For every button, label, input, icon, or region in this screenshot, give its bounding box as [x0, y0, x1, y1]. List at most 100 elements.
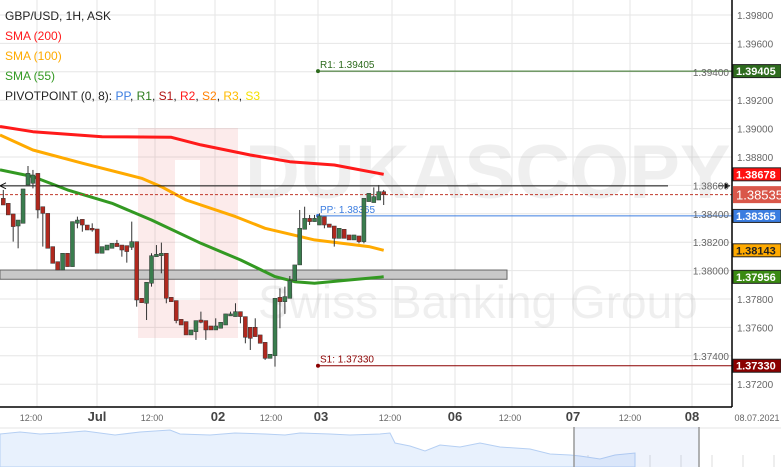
pivot-legend-pp: PP — [115, 89, 130, 103]
candle[interactable] — [252, 318, 258, 337]
candle[interactable] — [228, 311, 233, 317]
candle[interactable] — [351, 234, 357, 241]
candle[interactable] — [164, 253, 169, 304]
candle[interactable] — [139, 298, 144, 303]
candle[interactable] — [292, 264, 298, 281]
candle[interactable] — [238, 311, 243, 324]
candle[interactable] — [25, 165, 31, 186]
candle[interactable] — [99, 246, 105, 254]
candle[interactable] — [322, 216, 327, 229]
legend-sma-55[interactable]: SMA (55) — [5, 69, 56, 83]
candle[interactable] — [203, 320, 209, 340]
candle[interactable] — [208, 325, 214, 331]
scroller-selection[interactable] — [574, 427, 699, 467]
candle[interactable] — [65, 253, 70, 267]
candle[interactable] — [154, 245, 159, 257]
candle[interactable] — [15, 219, 21, 249]
candle[interactable] — [134, 241, 139, 307]
candle-body-up — [188, 329, 194, 336]
legend-pivotpoint[interactable]: PIVOTPOINT (0, 8): PP, R1, S1, R2, S2, R… — [5, 86, 260, 106]
candle[interactable] — [297, 209, 302, 266]
legend-sma-200[interactable]: SMA (200) — [5, 29, 62, 43]
candle[interactable] — [149, 253, 154, 287]
candle[interactable] — [5, 203, 11, 216]
candle-body-down — [322, 216, 327, 226]
candle[interactable] — [20, 188, 26, 224]
candle[interactable] — [248, 327, 253, 350]
candle[interactable] — [55, 261, 60, 271]
candle[interactable] — [356, 235, 362, 244]
candle[interactable] — [193, 320, 199, 340]
price-chart[interactable]: DUKASCOPY Swiss Banking Group R1: 1.39405 P… — [0, 0, 781, 427]
candle[interactable] — [257, 334, 263, 344]
candle[interactable] — [129, 221, 134, 251]
candle[interactable] — [114, 239, 120, 247]
candle[interactable] — [277, 288, 283, 329]
candle[interactable] — [188, 329, 194, 336]
candle[interactable] — [1, 189, 6, 206]
candle[interactable] — [109, 243, 115, 249]
candle-body-down — [327, 223, 332, 228]
candle[interactable] — [173, 300, 179, 324]
candle[interactable] — [75, 216, 80, 229]
candle[interactable] — [312, 214, 317, 222]
candle[interactable] — [381, 189, 386, 205]
candle[interactable] — [302, 206, 307, 230]
x-tick-label: 06 — [448, 409, 462, 424]
candle[interactable] — [10, 213, 16, 242]
candle[interactable] — [233, 303, 238, 317]
navigator-scroller[interactable] — [0, 427, 781, 467]
candle[interactable] — [85, 224, 90, 231]
candle[interactable] — [341, 229, 347, 239]
candle[interactable] — [282, 286, 288, 314]
candle[interactable] — [243, 316, 248, 344]
candle[interactable] — [104, 244, 110, 251]
candle-body-down — [243, 316, 248, 338]
candle[interactable] — [262, 342, 268, 360]
candle[interactable] — [70, 221, 75, 267]
candle[interactable] — [178, 319, 184, 326]
candle[interactable] — [287, 275, 293, 299]
candle[interactable] — [159, 242, 164, 274]
candle[interactable] — [119, 244, 125, 257]
candle[interactable] — [327, 223, 332, 228]
candle[interactable] — [366, 193, 372, 202]
candle[interactable] — [346, 234, 352, 241]
candle[interactable] — [213, 318, 218, 331]
candle[interactable] — [40, 206, 46, 247]
candle[interactable] — [60, 253, 65, 271]
candle[interactable] — [307, 214, 312, 226]
candle[interactable] — [35, 173, 41, 219]
candle[interactable] — [223, 313, 228, 326]
candle[interactable] — [332, 225, 337, 247]
price-marker-label: 1.38535 — [736, 188, 781, 203]
legend-sma-100[interactable]: SMA (100) — [5, 49, 62, 63]
candle[interactable] — [80, 219, 85, 232]
candle[interactable] — [183, 321, 189, 336]
candle[interactable] — [371, 187, 377, 203]
chart-title: GBP/USD, 1H, ASK — [5, 9, 112, 23]
candle[interactable] — [45, 213, 51, 249]
candle[interactable] — [50, 246, 55, 264]
candle[interactable] — [317, 213, 322, 226]
y-tick-label: 1.38200 — [693, 238, 730, 249]
candle[interactable] — [336, 228, 342, 239]
candle[interactable] — [376, 184, 381, 201]
pivot-pp-label: PP: 1.38365 — [320, 205, 375, 216]
candle[interactable] — [89, 223, 95, 232]
x-tick-label: 12:00 — [141, 413, 164, 423]
candle[interactable] — [361, 198, 367, 244]
candle[interactable] — [267, 353, 273, 359]
price-marker-label: 1.38678 — [736, 169, 776, 181]
candle[interactable] — [124, 245, 130, 263]
candle-body-up — [70, 221, 75, 267]
candle[interactable] — [218, 322, 223, 329]
candle[interactable] — [198, 311, 204, 324]
candle[interactable] — [94, 228, 100, 254]
candle[interactable] — [169, 297, 174, 302]
candle[interactable] — [30, 169, 36, 189]
candle-body-down — [134, 241, 139, 301]
candle[interactable] — [272, 298, 278, 367]
candle[interactable] — [144, 281, 149, 321]
